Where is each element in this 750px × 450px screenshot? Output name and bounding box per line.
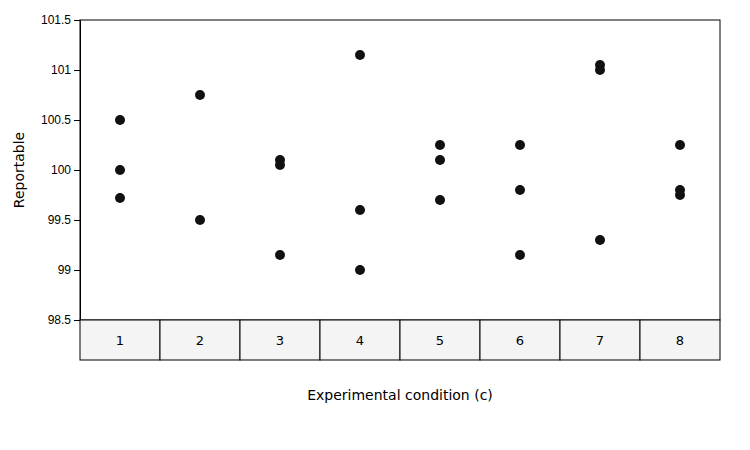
point: [675, 140, 685, 150]
point: [275, 250, 285, 260]
y-tick: 101: [51, 63, 80, 77]
point: [515, 185, 525, 195]
y-tick-label: 98.5: [48, 313, 72, 327]
point: [275, 160, 285, 170]
x-tick-label: 5: [436, 333, 444, 348]
point: [515, 140, 525, 150]
point: [595, 235, 605, 245]
y-tick-mark: [74, 120, 80, 121]
point: [435, 195, 445, 205]
plot-frame: [80, 20, 720, 320]
x-tick-box: [80, 320, 160, 360]
y-tick-label: 101.5: [41, 13, 71, 27]
y-tick-mark: [74, 320, 80, 321]
point: [115, 193, 125, 203]
x-axis: 1 2 3 4 5 6 7 8: [80, 320, 720, 360]
y-axis-title: Reportable: [11, 132, 27, 208]
y-tick: 98.5: [48, 313, 80, 327]
plot: 98.5 99 99.5 100 100.5 101 101.5 1 2 3 4 5 6 7 8: [41, 13, 720, 360]
y-tick-label: 99: [58, 263, 72, 277]
y-tick: 100.5: [41, 113, 80, 127]
x-axis-title: Experimental condition (c): [307, 387, 493, 403]
x-tick-label: 6: [516, 333, 524, 348]
x-tick-label: 3: [276, 333, 284, 348]
x-tick-box: [400, 320, 480, 360]
y-tick-label: 100.5: [41, 113, 71, 127]
x-tick-box: [240, 320, 320, 360]
y-tick-label: 100: [51, 163, 71, 177]
x-tick-label: 7: [596, 333, 604, 348]
y-tick-label: 101: [51, 63, 71, 77]
y-tick-label: 99.5: [48, 213, 72, 227]
x-tick-label: 4: [356, 333, 364, 348]
y-tick: 100: [51, 163, 80, 177]
y-tick-mark: [74, 170, 80, 171]
x-tick-box: [640, 320, 720, 360]
x-tick-box: [560, 320, 640, 360]
y-axis: 98.5 99 99.5 100 100.5 101 101.5: [41, 13, 81, 327]
y-tick: 99.5: [48, 213, 80, 227]
point: [435, 155, 445, 165]
point: [355, 265, 365, 275]
y-tick: 101.5: [41, 13, 80, 27]
y-tick-mark: [74, 220, 80, 221]
point: [195, 215, 205, 225]
point: [515, 250, 525, 260]
x-tick-box: [320, 320, 400, 360]
points: [115, 50, 685, 275]
x-tick-label: 2: [196, 333, 204, 348]
point: [355, 50, 365, 60]
chart: 98.5 99 99.5 100 100.5 101 101.5 1 2 3 4 5 6 7 8 Experi…: [0, 0, 750, 450]
point: [115, 165, 125, 175]
y-tick: 99: [58, 263, 80, 277]
x-tick-box: [160, 320, 240, 360]
y-axis-line: [74, 21, 81, 321]
point: [595, 65, 605, 75]
y-tick-mark: [74, 20, 80, 21]
point: [355, 205, 365, 215]
y-tick-mark: [74, 70, 80, 71]
point: [195, 90, 205, 100]
x-tick-label: 8: [676, 333, 684, 348]
point: [435, 140, 445, 150]
point: [115, 115, 125, 125]
y-tick-mark: [74, 270, 80, 271]
x-tick-label: 1: [116, 333, 124, 348]
point: [675, 190, 685, 200]
x-tick-box: [480, 320, 560, 360]
